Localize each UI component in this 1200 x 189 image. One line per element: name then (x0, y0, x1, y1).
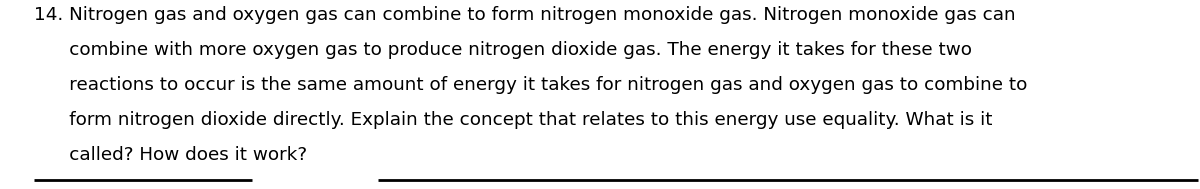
Text: combine with more oxygen gas to produce nitrogen dioxide gas. The energy it take: combine with more oxygen gas to produce … (34, 41, 972, 59)
Text: form nitrogen dioxide directly. Explain the concept that relates to this energy : form nitrogen dioxide directly. Explain … (34, 111, 992, 129)
Text: called? How does it work?: called? How does it work? (34, 146, 307, 163)
Text: 14. Nitrogen gas and oxygen gas can combine to form nitrogen monoxide gas. Nitro: 14. Nitrogen gas and oxygen gas can comb… (34, 6, 1015, 24)
Text: reactions to occur is the same amount of energy it takes for nitrogen gas and ox: reactions to occur is the same amount of… (34, 76, 1027, 94)
